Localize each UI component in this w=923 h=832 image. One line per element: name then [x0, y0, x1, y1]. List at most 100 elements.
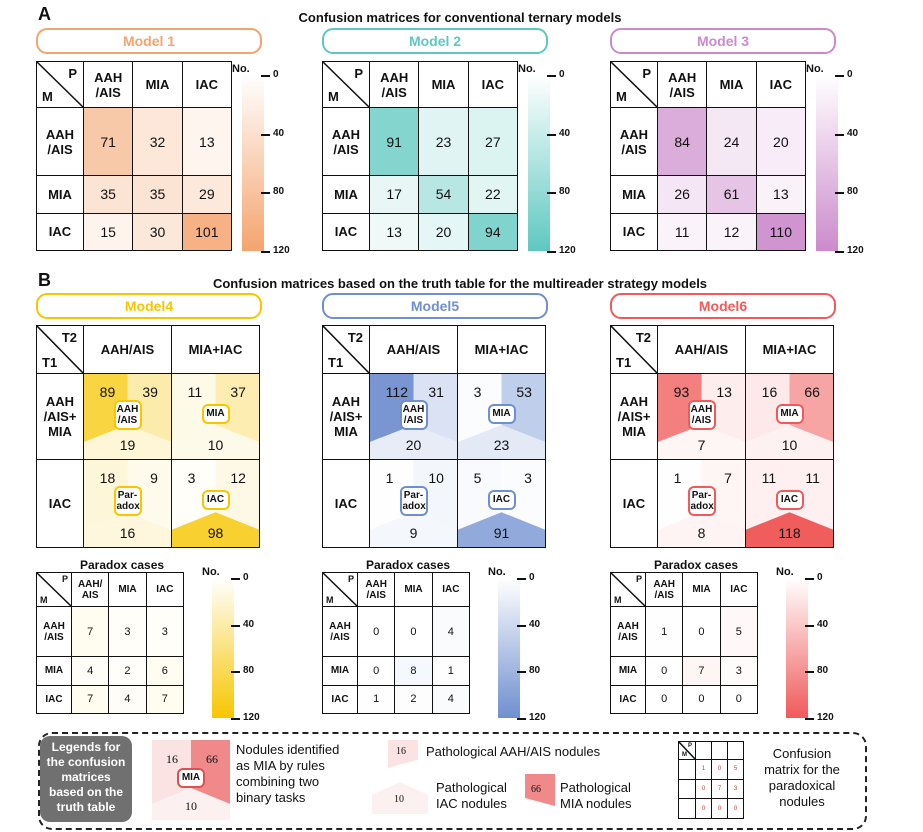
col-header: AAH /AIS [656, 61, 708, 108]
mia-count: 13 [716, 384, 732, 400]
iac-count: 98 [207, 525, 224, 541]
colorbar-tick [261, 75, 270, 77]
paradox-cell: 3 [145, 605, 185, 658]
corner-true-label: T1 [42, 355, 58, 370]
model-pill-2: Model 2 [322, 28, 548, 54]
iac-region [458, 512, 545, 547]
aah-count: 93 [673, 384, 690, 400]
row-header: AAH /AIS [610, 106, 658, 177]
matrix-cell: 20 [418, 212, 469, 252]
colorbar-tick-label: 80 [243, 665, 255, 676]
matrix-cell: 35 [132, 175, 183, 214]
paradox-matrix-6: P M AAH /AIS MIA IAC AAH /AIS 1 0 5 MIA 0 7 3 IAC 0 0 0 [610, 572, 759, 715]
matrix-cell: 29 [181, 175, 233, 214]
row-header: MIA [322, 175, 370, 214]
colorbar-model-2 [528, 75, 550, 251]
col-header: IAC [719, 572, 759, 607]
legend-item-mia: Pathological MIA nodules [560, 780, 632, 811]
truth-cell: 18 9 16 Par- adox [83, 459, 172, 548]
iac-count: 10 [781, 437, 798, 453]
colorbar-tick-label: 120 [847, 245, 864, 256]
truth-table-matrix-6: T2 T1 AAH/AIS MIA+IAC AAH /AIS+ MIA 93 13 7 AAH … [610, 325, 834, 548]
corner-diagonal [37, 326, 83, 373]
mini-cell: 1 [695, 759, 712, 780]
corner-diagonal [679, 742, 695, 759]
colorbar-tick-label: 80 [273, 186, 285, 197]
colorbar-tick-label: 120 [817, 712, 834, 723]
aah-count: 16 [761, 384, 778, 400]
colorbar-tick-label: 40 [847, 128, 859, 139]
corner-diagonal [323, 573, 357, 606]
iac-region [172, 512, 259, 547]
matrix-cell: 61 [706, 175, 757, 214]
model-pill-4: Model4 [36, 293, 262, 319]
corner-diagonal [37, 62, 83, 107]
paradox-cell: 0 [356, 656, 396, 686]
mia-count: 53 [516, 384, 532, 400]
matrix-cell: 20 [755, 106, 807, 177]
col-header: MIA [706, 61, 757, 108]
matrix-cell: 27 [467, 106, 519, 177]
colorbar-tick [835, 134, 844, 136]
paradox-cell: 6 [145, 656, 185, 686]
colorbar-tick-label: 40 [529, 619, 541, 630]
corner-diagonal [323, 326, 369, 373]
row-header: IAC [322, 684, 358, 715]
paradox-cell: 0 [356, 605, 396, 658]
colorbar-tick-label: 0 [559, 69, 565, 80]
mia-region [501, 374, 545, 442]
badge-paradox: Par- adox [399, 486, 428, 516]
truth-cell: 3 53 23 MIA [457, 373, 546, 460]
row-header: MIA [322, 656, 358, 686]
aah-count: 5 [473, 470, 482, 486]
paradox-cell: 5 [719, 605, 759, 658]
iac-region [370, 425, 457, 459]
row-header: IAC [610, 459, 658, 548]
corner-diagonal [611, 62, 657, 107]
truth-cell: 16 66 10 MIA [745, 373, 834, 460]
paradox-cell: 7 [70, 605, 110, 658]
legend-item-iac: Pathological IAC nodules [436, 780, 507, 811]
mia-region [215, 374, 259, 442]
matrix-cell: 13 [368, 212, 420, 252]
mia-count: 31 [428, 384, 444, 400]
colorbar-model-3 [816, 75, 838, 251]
cell-background [370, 460, 457, 547]
colorbar-tick [835, 75, 844, 77]
legend-item-identified: Nodules identified as MIA by rules combi… [236, 742, 340, 805]
matrix-cell: 15 [82, 212, 134, 252]
row-header: AAH /AIS [322, 605, 358, 658]
paradox-matrix-4: P M AAH/ AIS MIA IAC AAH /AIS 7 3 3 MIA 4 2 6 IAC 7 4 7 [36, 572, 185, 715]
colorbar-tick-label: 0 [847, 69, 853, 80]
colorbar-tick-label: 80 [847, 186, 859, 197]
aah-region [458, 374, 502, 442]
mia-count: 7 [724, 470, 732, 486]
corner-diagonal [611, 573, 645, 606]
col-header: AAH /AIS [644, 572, 684, 607]
corner-pred-label: P [354, 66, 363, 81]
colorbar-tick [231, 671, 240, 673]
badge-aah: AAH /AIS [687, 400, 716, 430]
truth-cell: 11 11 118 IAC [745, 459, 834, 548]
corner-diagonal [37, 573, 71, 606]
model-pill-1: Model 1 [36, 28, 262, 54]
truth-cell: 1 7 8 Par- adox [657, 459, 746, 548]
aah-count: 112 [385, 384, 408, 400]
truth-table-matrix-5: T2 T1 AAH/AIS MIA+IAC AAH /AIS+ MIA 112 31 20 AA… [322, 325, 546, 548]
col-header: MIA+IAC [457, 325, 546, 374]
aah-count: 11 [187, 384, 203, 400]
corner-pred-label: T2 [347, 330, 363, 345]
colorbar-tick-label: 40 [243, 619, 255, 630]
col-header: MIA [418, 61, 469, 108]
colorbar-tick [547, 75, 556, 77]
colorbar-tick [231, 718, 240, 720]
row-header: IAC [36, 459, 84, 548]
colorbar-tick [517, 625, 526, 627]
colorbar-tick [231, 625, 240, 627]
colorbar-label: No. [202, 566, 220, 578]
mini-col-header [727, 741, 744, 760]
cell-background [746, 374, 833, 459]
corner-true-label: M [682, 752, 687, 758]
mia-count: 10 [428, 470, 444, 486]
